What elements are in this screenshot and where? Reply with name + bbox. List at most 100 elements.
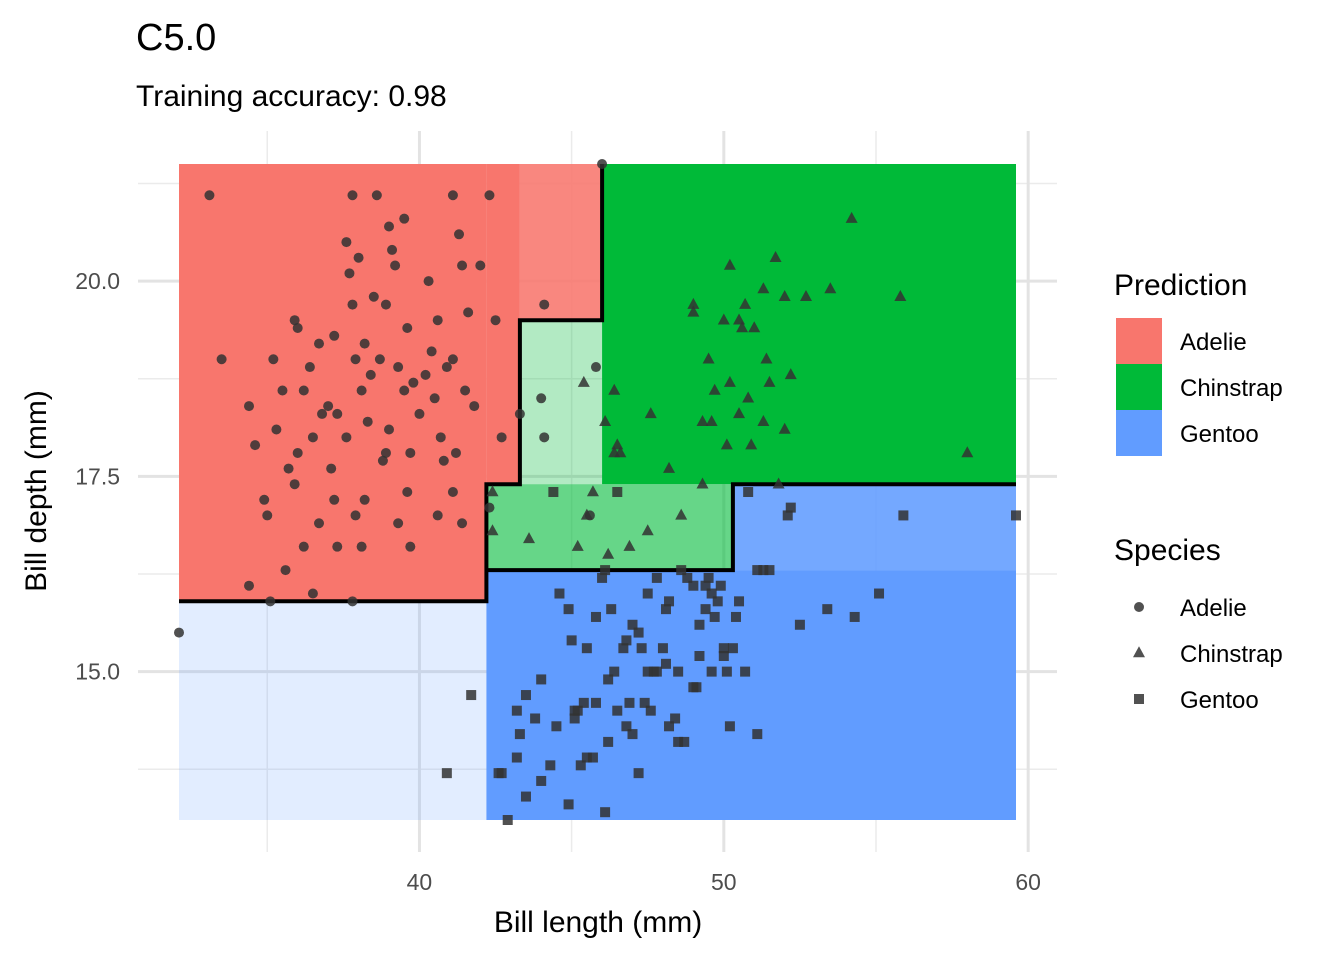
point-gentoo <box>743 487 754 497</box>
region-adelie <box>179 164 487 602</box>
point-chinstrap <box>778 422 791 434</box>
point-adelie <box>298 541 309 552</box>
point-chinstrap <box>717 313 730 325</box>
point-chinstrap <box>763 375 776 387</box>
point-chinstrap <box>784 368 797 380</box>
point-chinstrap <box>736 321 749 333</box>
point-gentoo <box>782 510 793 521</box>
point-gentoo <box>511 705 522 716</box>
point-adelie <box>323 401 334 412</box>
point-gentoo <box>700 604 711 615</box>
point-gentoo <box>688 580 699 591</box>
point-adelie <box>371 190 382 201</box>
point-gentoo <box>578 697 589 708</box>
point-adelie <box>539 432 550 443</box>
point-chinstrap <box>760 352 773 364</box>
point-gentoo <box>581 752 592 763</box>
point-gentoo <box>624 697 635 708</box>
point-adelie <box>475 260 486 271</box>
point-adelie <box>469 401 480 412</box>
point-gentoo <box>597 572 608 583</box>
y-axis-title: Bill depth (mm) <box>20 390 53 592</box>
point-gentoo <box>642 666 653 677</box>
point-gentoo <box>849 611 860 622</box>
point-chinstrap <box>778 290 791 302</box>
region-chinstrap <box>519 320 603 485</box>
point-gentoo <box>703 572 714 583</box>
point-adelie <box>259 494 270 505</box>
point-chinstrap <box>486 524 499 536</box>
legend-shape-gentoo <box>1134 694 1144 704</box>
legend-key-adelie <box>1116 318 1162 364</box>
point-chinstrap <box>577 375 590 387</box>
point-gentoo <box>727 643 738 654</box>
point-chinstrap <box>733 407 746 419</box>
point-adelie <box>435 432 446 443</box>
point-gentoo <box>645 705 656 716</box>
point-gentoo <box>651 666 662 677</box>
point-adelie <box>405 447 416 458</box>
point-adelie <box>174 627 184 638</box>
point-adelie <box>329 494 340 505</box>
point-chinstrap <box>687 305 700 317</box>
point-adelie <box>399 213 410 224</box>
point-gentoo <box>642 588 653 599</box>
point-adelie <box>408 377 419 388</box>
point-adelie <box>244 401 255 412</box>
point-gentoo <box>1011 510 1021 521</box>
point-gentoo <box>502 815 513 825</box>
point-adelie <box>457 260 468 271</box>
point-adelie <box>314 338 325 349</box>
point-adelie <box>204 190 215 201</box>
point-adelie <box>399 385 410 396</box>
point-adelie <box>496 432 507 443</box>
legend-title-prediction: Prediction <box>1114 269 1247 302</box>
point-chinstrap <box>720 438 733 450</box>
point-gentoo <box>520 690 531 701</box>
point-adelie <box>244 580 255 591</box>
point-gentoo <box>600 565 611 576</box>
point-adelie <box>380 447 391 458</box>
point-adelie <box>457 518 468 529</box>
point-gentoo <box>621 721 632 732</box>
point-gentoo <box>706 588 717 599</box>
point-gentoo <box>536 775 547 786</box>
point-adelie <box>460 385 471 396</box>
point-adelie <box>292 323 303 333</box>
legend-label-species: Chinstrap <box>1180 641 1283 668</box>
data-points <box>174 159 1021 825</box>
point-gentoo <box>612 487 623 497</box>
prediction-regions <box>179 164 1016 820</box>
point-adelie <box>374 354 385 365</box>
point-adelie <box>347 190 358 201</box>
point-adelie <box>271 424 282 435</box>
point-adelie <box>289 315 300 326</box>
y-tick-label: 15.0 <box>75 659 120 685</box>
point-adelie <box>317 408 328 419</box>
point-chinstrap <box>894 290 907 302</box>
legend-label-species: Adelie <box>1180 595 1247 622</box>
point-gentoo <box>709 611 720 622</box>
point-adelie <box>390 260 401 271</box>
point-chinstrap <box>486 485 499 497</box>
point-gentoo <box>581 643 592 654</box>
point-gentoo <box>785 502 796 513</box>
point-adelie <box>289 479 300 490</box>
point-adelie <box>447 487 458 497</box>
point-adelie <box>384 221 395 232</box>
point-gentoo <box>694 619 705 630</box>
point-gentoo <box>587 752 598 763</box>
point-gentoo <box>657 643 668 654</box>
point-chinstrap <box>745 438 758 450</box>
point-chinstrap <box>961 446 974 458</box>
point-adelie <box>314 518 325 529</box>
legend-label-prediction: Gentoo <box>1180 421 1259 448</box>
point-gentoo <box>636 643 647 654</box>
point-gentoo <box>563 604 574 615</box>
legend-key-gentoo <box>1116 410 1162 456</box>
point-gentoo <box>724 721 735 732</box>
point-adelie <box>304 362 315 373</box>
legend-label-prediction: Chinstrap <box>1180 375 1283 402</box>
point-chinstrap <box>772 477 785 489</box>
point-chinstrap <box>663 461 676 473</box>
